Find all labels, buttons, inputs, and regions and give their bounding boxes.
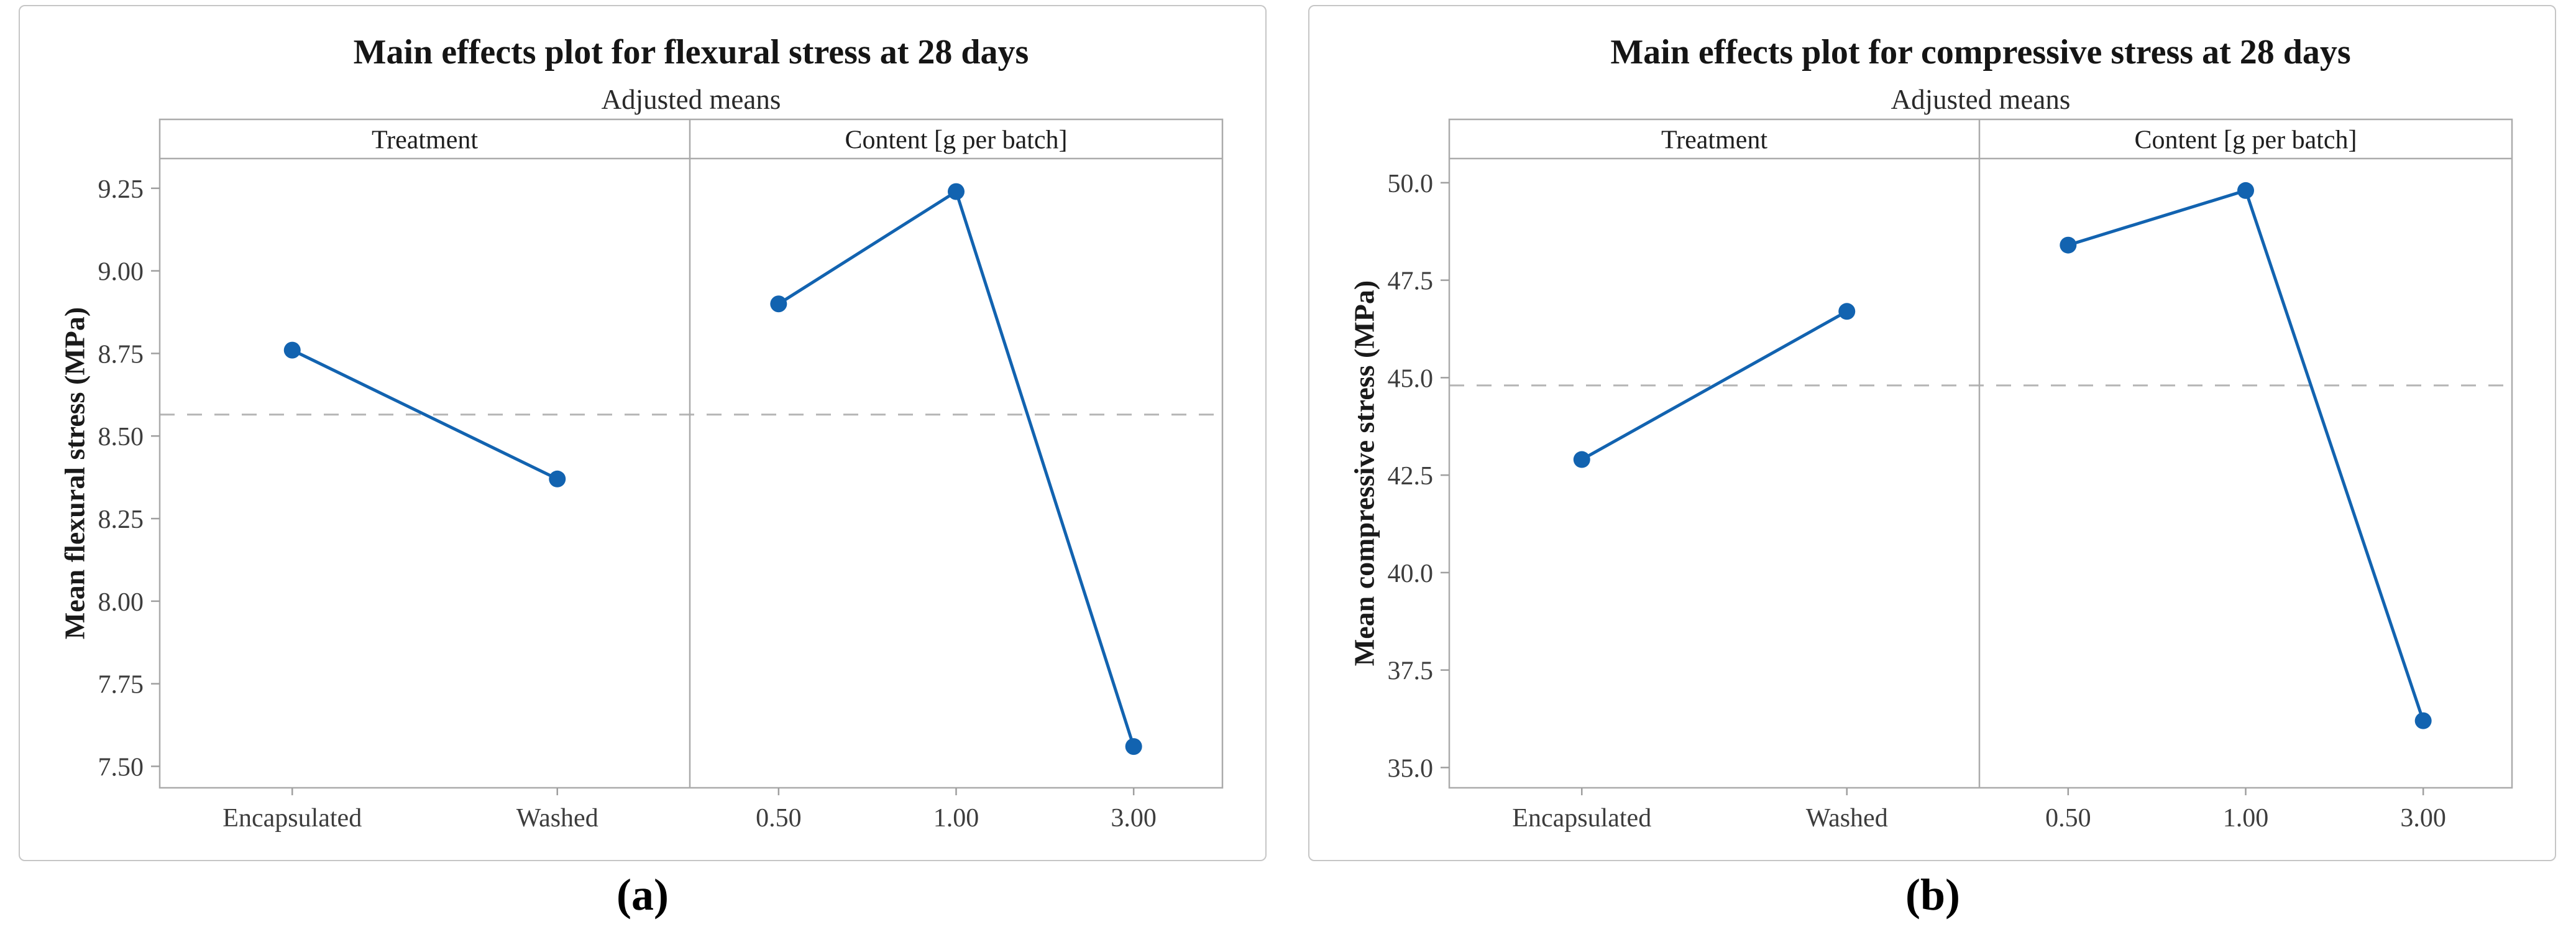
y-tick-label: 9.00 (98, 258, 144, 287)
data-point (770, 295, 787, 313)
data-point (1573, 451, 1590, 468)
plot-frame (1448, 118, 2513, 789)
series-line (291, 348, 558, 481)
x-tick-label: Washed (516, 804, 598, 833)
chart-a-plot-area: 7.50 7.75 8.00 8.25 8.50 8.75 9.00 9.25 Treatmen… (98, 118, 1224, 833)
y-tick-label: 8.50 (98, 423, 144, 451)
y-tick-label: 7.50 (98, 753, 144, 782)
caption-a: (a) (616, 870, 669, 920)
x-tick-label: 3.00 (1111, 804, 1157, 833)
x-tick-label: 0.50 (756, 804, 802, 833)
x-tick-label: 1.00 (933, 804, 979, 833)
caption-b: (b) (1905, 870, 1960, 920)
panel-header-label: Content [g per batch] (2134, 126, 2357, 155)
data-point (1125, 738, 1142, 755)
y-tick-label: 8.00 (98, 588, 144, 617)
chart-b-plot-area: 35.0 37.5 40.0 42.5 45.0 47.5 50.0 Treatment Enc… (1388, 118, 2513, 833)
data-point (2237, 182, 2254, 199)
y-tick-label: 45.0 (1388, 364, 1434, 393)
y-tick-label: 40.0 (1388, 560, 1434, 588)
x-tick-label: Encapsulated (1512, 804, 1651, 833)
y-tick-label: 8.25 (98, 506, 144, 534)
y-tick-label: 42.5 (1388, 462, 1434, 491)
chart-a-title: Main effects plot for flexural stress at… (353, 33, 1029, 72)
x-tick-label: Washed (1806, 804, 1888, 833)
panel-header-label: Treatment (1661, 126, 1767, 155)
series-line (1581, 310, 1848, 461)
chart-b-subtitle: Adjusted means (1891, 84, 2071, 115)
panel-header-label: Content [g per batch] (845, 126, 1067, 155)
y-tick-label: 50.0 (1388, 170, 1434, 198)
y-tick-label: 37.5 (1388, 657, 1434, 686)
data-point (2414, 712, 2432, 729)
panel-header-label: Treatment (372, 126, 478, 155)
chart-b-title: Main effects plot for compressive stress… (1610, 33, 2351, 72)
x-tick-label: 3.00 (2400, 804, 2446, 833)
series-line (2068, 188, 2425, 721)
x-tick-label: Encapsulated (222, 804, 362, 833)
y-tick-label: 35.0 (1388, 754, 1434, 783)
x-tick-label: 1.00 (2223, 804, 2269, 833)
chart-a-subtitle: Adjusted means (601, 84, 781, 115)
data-point (1838, 303, 1856, 320)
y-tick-label: 9.25 (98, 175, 144, 204)
chart-card-a: Main effects plot for flexural stress at… (19, 5, 1267, 861)
data-point (948, 183, 965, 200)
y-tick-label: 7.75 (98, 671, 144, 700)
y-tick-label: 47.5 (1388, 267, 1434, 296)
data-point (283, 341, 301, 359)
data-point (549, 470, 566, 487)
data-point (2060, 236, 2077, 254)
x-tick-label: 0.50 (2045, 804, 2091, 833)
series-line (777, 189, 1135, 747)
chart-card-b: Main effects plot for compressive stress… (1308, 5, 2556, 861)
plot-frame (158, 118, 1224, 789)
y-tick-label: 8.75 (98, 340, 144, 369)
